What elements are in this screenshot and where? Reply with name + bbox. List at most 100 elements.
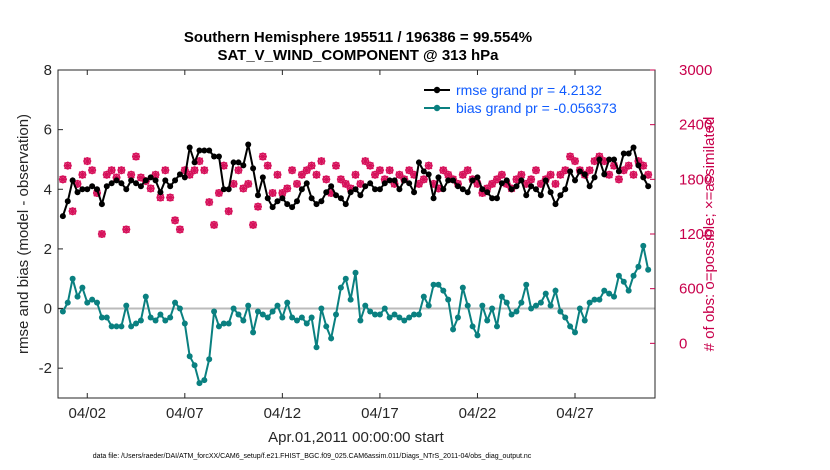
obs-assimilated-point bbox=[117, 166, 126, 175]
bias-point bbox=[489, 305, 496, 312]
rmse-point bbox=[615, 168, 622, 175]
bias-point bbox=[298, 314, 305, 321]
rmse-point bbox=[386, 177, 393, 184]
bias-point bbox=[176, 305, 183, 312]
obs-assimilated-point bbox=[556, 170, 565, 179]
obs-assimilated-point bbox=[127, 170, 136, 179]
rmse-point bbox=[547, 189, 554, 196]
obs-assimilated-point bbox=[517, 170, 526, 179]
obs-assimilated-point bbox=[434, 184, 443, 193]
rmse-point bbox=[601, 171, 608, 178]
obs-assimilated-point bbox=[341, 179, 350, 188]
rmse-point bbox=[396, 186, 403, 193]
obs-assimilated-point bbox=[512, 175, 521, 184]
bias-point bbox=[547, 302, 554, 309]
rmse-point bbox=[630, 144, 637, 151]
bias-point bbox=[586, 299, 593, 306]
rmse-point bbox=[337, 195, 344, 202]
obs-assimilated-point bbox=[234, 166, 243, 175]
obs-assimilated-point bbox=[200, 166, 209, 175]
rmse-point bbox=[557, 192, 564, 199]
bias-point bbox=[591, 296, 598, 303]
bias-point bbox=[567, 323, 574, 330]
rmse-point bbox=[220, 186, 227, 193]
obs-assimilated-point bbox=[253, 202, 262, 211]
rmse-point bbox=[176, 171, 183, 178]
obs-assimilated-point bbox=[473, 179, 482, 188]
rmse-point bbox=[489, 195, 496, 202]
rmse-point bbox=[645, 183, 652, 190]
bias-point bbox=[84, 299, 91, 306]
bias-point bbox=[274, 302, 281, 309]
rmse-point bbox=[567, 168, 574, 175]
obs-assimilated-point bbox=[371, 170, 380, 179]
obs-assimilated-point bbox=[322, 175, 331, 184]
rmse-point bbox=[508, 186, 515, 193]
obs-assimilated-point bbox=[263, 161, 272, 170]
bias-point bbox=[137, 317, 144, 324]
obs-assimilated-point bbox=[478, 189, 487, 197]
bias-point bbox=[250, 329, 257, 336]
obs-assimilated-point bbox=[361, 157, 370, 166]
obs-assimilated-point bbox=[605, 170, 614, 179]
bias-point bbox=[206, 356, 213, 363]
obs-assimilated-point bbox=[190, 166, 199, 175]
bias-point bbox=[445, 296, 452, 303]
bias-point bbox=[411, 311, 418, 318]
obs-assimilated-point bbox=[522, 179, 531, 188]
bias-point bbox=[630, 272, 637, 279]
bias-point bbox=[328, 335, 335, 342]
bias-point bbox=[108, 323, 115, 330]
x-tick-label: 04/02 bbox=[68, 405, 106, 422]
x-axis: 04/02 04/07 04/12 04/17 04/22 04/27 bbox=[68, 70, 594, 422]
obs-assimilated-point bbox=[249, 220, 258, 229]
obs-assimilated-point bbox=[634, 157, 643, 166]
rmse-point bbox=[264, 195, 271, 202]
bias-point bbox=[513, 308, 520, 315]
bias-point bbox=[450, 326, 457, 333]
bias-point bbox=[376, 311, 383, 318]
bias-point bbox=[464, 302, 471, 309]
obs-assimilated-point bbox=[644, 170, 653, 179]
rmse-point bbox=[635, 162, 642, 169]
bias-point bbox=[625, 287, 632, 294]
bias-point bbox=[537, 299, 544, 306]
rmse-point bbox=[79, 186, 86, 193]
obs-assimilated-point bbox=[590, 157, 599, 166]
rmse-point bbox=[474, 174, 481, 181]
bias-point bbox=[269, 308, 276, 315]
bias-point bbox=[225, 320, 232, 327]
rmse-point bbox=[318, 198, 325, 205]
legend-bias-marker bbox=[433, 104, 441, 112]
obs-assimilated-point bbox=[336, 175, 345, 184]
y-tick-label: 2 bbox=[44, 241, 52, 258]
obs-assimilated-point bbox=[312, 170, 321, 179]
obs-assimilated-point bbox=[102, 170, 111, 179]
rmse-point bbox=[235, 159, 242, 166]
obs-assimilated-point bbox=[327, 189, 336, 197]
obs-assimilated-point bbox=[527, 175, 536, 184]
obs-assimilated-point bbox=[278, 189, 287, 197]
bias-point bbox=[289, 314, 296, 321]
bias-point bbox=[645, 266, 652, 273]
obs-assimilated-point bbox=[439, 166, 448, 175]
obs-assimilated-point bbox=[88, 166, 97, 175]
obs-assimilated-point bbox=[624, 161, 633, 170]
y-tick-label: 6 bbox=[44, 122, 52, 139]
obs-assimilated-point bbox=[390, 179, 399, 188]
bias-point bbox=[601, 287, 608, 294]
bias-point bbox=[396, 314, 403, 321]
rmse-point bbox=[435, 174, 442, 181]
plot-area bbox=[58, 70, 655, 398]
rmse-point bbox=[532, 186, 539, 193]
rmse-point bbox=[445, 177, 452, 184]
obs-assimilated-point bbox=[214, 189, 223, 197]
obs-assimilated-point bbox=[561, 166, 570, 175]
rmse-point bbox=[284, 201, 291, 208]
rmse-point bbox=[157, 189, 164, 196]
rmse-point bbox=[347, 189, 354, 196]
rmse-point bbox=[362, 183, 369, 190]
legend-bias-label: bias grand pr = -0.056373 bbox=[456, 100, 617, 116]
rmse-point bbox=[128, 177, 135, 184]
obs-assimilated-point bbox=[73, 179, 82, 188]
